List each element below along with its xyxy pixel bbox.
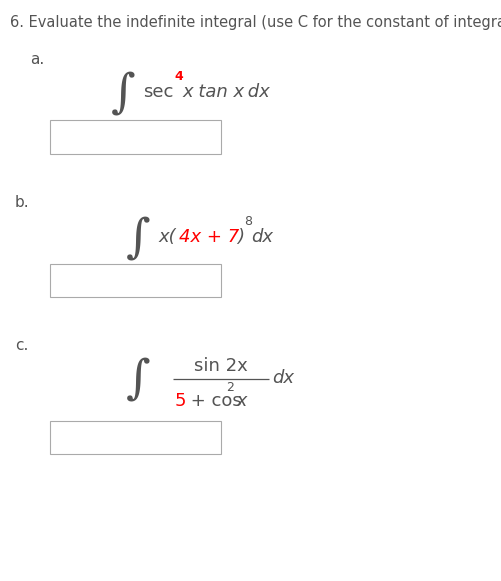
Text: ∫: ∫ (110, 71, 135, 116)
FancyBboxPatch shape (50, 421, 220, 454)
Text: ∫: ∫ (125, 357, 150, 403)
Text: c.: c. (15, 338, 29, 353)
Text: sec: sec (143, 83, 173, 101)
Text: 4x + 7: 4x + 7 (179, 228, 239, 246)
Text: dx: dx (250, 228, 273, 246)
Text: x(: x( (158, 228, 175, 246)
FancyBboxPatch shape (50, 264, 220, 297)
Text: dx: dx (272, 369, 294, 386)
Text: b.: b. (15, 195, 30, 210)
Text: x: x (230, 392, 247, 410)
Text: 8: 8 (244, 215, 252, 228)
Text: ∫: ∫ (125, 216, 150, 261)
Text: x tan x: x tan x (182, 83, 244, 101)
Text: ): ) (237, 228, 244, 246)
Text: 6. Evaluate the indefinite integral (use C for the constant of integration).: 6. Evaluate the indefinite integral (use… (10, 15, 501, 30)
Text: + cos: + cos (184, 392, 241, 410)
Text: 2: 2 (225, 381, 233, 393)
FancyBboxPatch shape (50, 120, 220, 154)
Text: sin 2x: sin 2x (193, 357, 247, 375)
Text: dx: dx (242, 83, 270, 101)
Text: a.: a. (30, 52, 44, 67)
Text: 5: 5 (174, 392, 186, 410)
Text: 4: 4 (174, 70, 182, 83)
